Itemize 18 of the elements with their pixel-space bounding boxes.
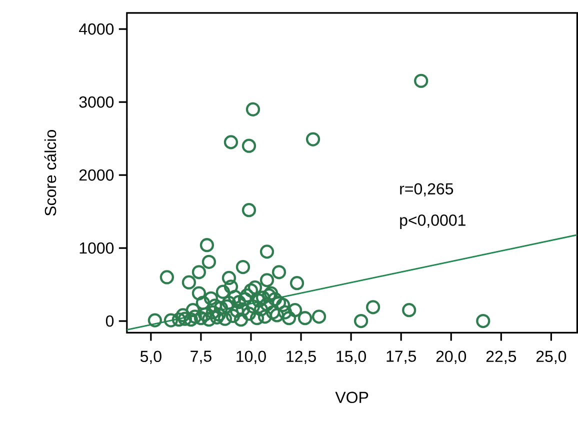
annotation: p<0,0001 <box>400 214 466 230</box>
y-tick-label: 0 <box>106 316 114 327</box>
x-tick-label: 10,0 <box>236 350 266 364</box>
y-tick-label: 2000 <box>79 170 114 181</box>
y-tick-label: 3000 <box>79 96 114 108</box>
x-tick-label: 15,0 <box>336 350 366 364</box>
x-tick-label: 12,5 <box>286 350 316 364</box>
x-tick-label: 22,5 <box>486 350 516 364</box>
annotation: r=0,265 <box>400 183 454 197</box>
x-tick-label: 20,0 <box>436 350 466 364</box>
x-tick-label: 25,0 <box>536 350 566 364</box>
y-tick-label: 4000 <box>79 24 114 35</box>
x-axis-title: VOP <box>335 392 368 404</box>
y-axis-title: Score cálcio <box>44 130 56 216</box>
x-tick-label: 17,5 <box>386 350 416 364</box>
x-tick-label: 7,5 <box>190 350 212 364</box>
y-tick-label: 1000 <box>80 242 114 254</box>
x-tick-label: 5,0 <box>140 350 162 364</box>
